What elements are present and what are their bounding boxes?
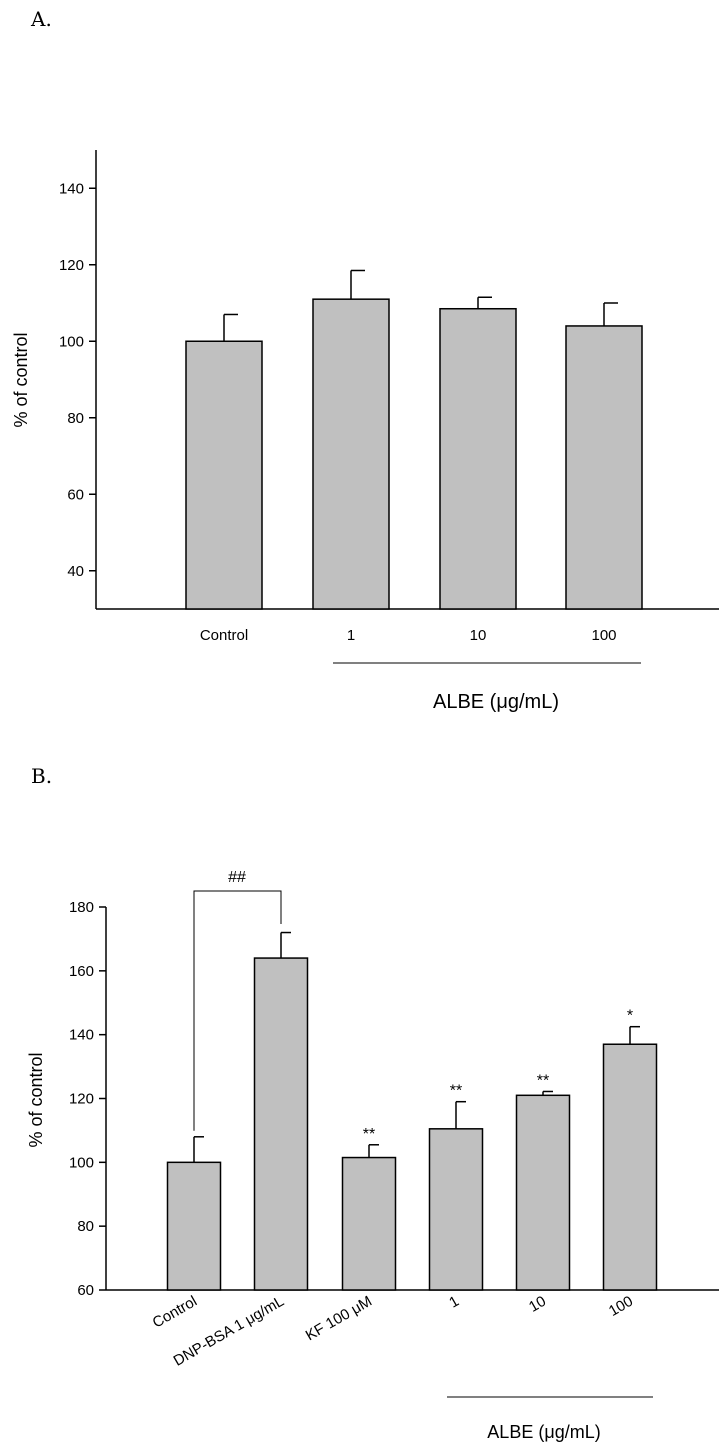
significance-label: **: [450, 1083, 462, 1100]
y-tick-label: 180: [69, 899, 94, 916]
panel-b-label: B.: [31, 764, 52, 788]
y-tick-label: 80: [67, 410, 84, 427]
significance-label: **: [363, 1126, 375, 1143]
panel-a: A. % of control ALBE (μg/mL) 40 60 80 100 12…: [11, 7, 719, 713]
bar: [565, 325, 643, 610]
y-tick-label: 120: [69, 1091, 94, 1108]
x-tick-label: 100: [606, 1293, 636, 1320]
x-tick-label: KF 100 μM: [303, 1293, 375, 1345]
panel-b: B. % of control ALBE (μg/mL) ## 60 80 100 1…: [26, 764, 719, 1442]
y-tick-label: 100: [59, 333, 84, 350]
y-tick-label: 40: [67, 563, 84, 580]
comparison-bracket: [193, 890, 282, 1131]
bar: [185, 340, 263, 610]
x-tick-label: 100: [591, 627, 616, 644]
x-tick-label: 1: [347, 627, 355, 644]
panel-a-y-axis-label: % of control: [11, 332, 31, 427]
bar: [439, 307, 517, 610]
x-tick-label: 10: [470, 627, 487, 644]
x-tick-label: Control: [200, 627, 248, 644]
panel-b-group-label: ALBE (μg/mL): [487, 1422, 600, 1442]
bar: [166, 1161, 222, 1291]
y-tick-label: 100: [69, 1154, 94, 1171]
y-tick-label: 60: [77, 1282, 94, 1299]
x-tick-label: Control: [150, 1293, 200, 1332]
panel-a-label: A.: [30, 7, 52, 31]
panel-a-plot: 40 60 80 100 120 140 Control 1 10 100: [59, 150, 719, 664]
bar: [253, 957, 309, 1291]
significance-label: *: [627, 1008, 633, 1025]
y-tick-label: 120: [59, 257, 84, 274]
y-tick-label: 80: [77, 1218, 94, 1235]
bar: [312, 298, 390, 610]
bar: [341, 1156, 397, 1291]
x-tick-label: 10: [526, 1293, 549, 1316]
bar: [515, 1094, 571, 1291]
y-tick-label: 60: [67, 486, 84, 503]
bar: [602, 1043, 658, 1291]
panel-b-y-axis-label: % of control: [26, 1052, 46, 1147]
y-tick-label: 140: [59, 180, 84, 197]
y-tick-label: 140: [69, 1027, 94, 1044]
panel-a-group-label: ALBE (μg/mL): [433, 691, 559, 713]
bar: [428, 1128, 484, 1291]
significance-label: **: [537, 1072, 549, 1089]
y-tick-label: 160: [69, 963, 94, 980]
panel-b-bracket-label: ##: [228, 869, 246, 886]
x-tick-label: 1: [446, 1293, 462, 1312]
